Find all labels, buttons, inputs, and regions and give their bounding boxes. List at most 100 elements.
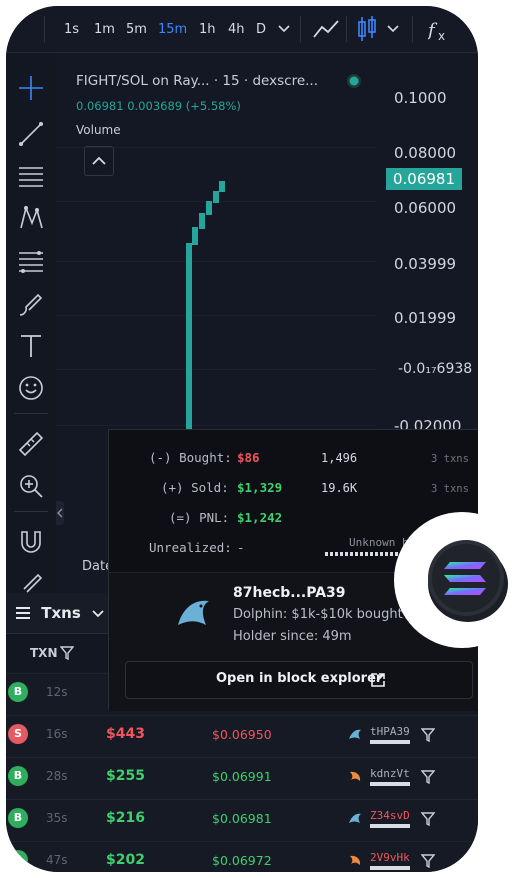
price-axis-label: 0.03999: [394, 255, 457, 273]
unrealized-value: -: [237, 540, 245, 555]
wallet-info: 87hecb...PA39 Dolphin: $1k-$10k bought o…: [109, 572, 478, 711]
toolbar-collapse-handle[interactable]: [56, 501, 64, 525]
svg-text:f: f: [428, 20, 438, 41]
date-axis-label: Date: [82, 559, 114, 574]
filter-icon[interactable]: [421, 854, 435, 868]
collapse-legend-button[interactable]: [84, 146, 114, 176]
magnet-icon[interactable]: [18, 529, 44, 555]
txn-price: $0.06950: [212, 727, 272, 742]
txn-age: 16s: [46, 727, 68, 741]
wallet-address[interactable]: 87hecb...PA39: [233, 585, 346, 601]
candle: [219, 181, 225, 192]
timeframe-1h[interactable]: 1h: [199, 22, 216, 37]
maker-address[interactable]: Z34svD: [370, 809, 410, 828]
line-chart-icon[interactable]: [312, 18, 340, 40]
wallet-tier: Dolphin: $1k-$10k bought or: [233, 607, 421, 622]
lock-drawing-icon[interactable]: [18, 567, 44, 593]
text-tool-icon[interactable]: [18, 333, 44, 359]
chart-symbol-title: FIGHT/SOL on Ray... · 15 · dexscre...: [76, 73, 319, 89]
maker-address[interactable]: kdnzVt: [370, 767, 410, 786]
filter-icon[interactable]: [60, 646, 74, 660]
grid-line: [56, 147, 376, 148]
unknown-balance-label: Unknown b: [349, 536, 409, 549]
divider: [44, 16, 45, 42]
grid-line: [56, 369, 376, 370]
crosshair-icon[interactable]: [18, 75, 44, 101]
txn-amount: $202: [106, 852, 145, 868]
price-axis-label: -0.0₁₇6938: [398, 361, 473, 377]
candle: [213, 191, 219, 203]
table-row[interactable]: B 28s $255 $0.06991 kdnzVt: [6, 757, 478, 800]
drawing-toolbar: [6, 53, 57, 593]
timeframe-1m[interactable]: 1m: [94, 22, 115, 37]
bought-label: (-) Bought:: [149, 450, 232, 465]
timeframe-1d[interactable]: D: [256, 22, 267, 37]
txn-price: $0.06972: [212, 853, 272, 868]
txn-price: $0.06981: [212, 811, 272, 826]
divider: [14, 413, 48, 414]
filter-icon[interactable]: [421, 812, 435, 826]
bought-quantity: 1,496: [321, 451, 358, 465]
pnl-label: (=) PNL:: [169, 510, 230, 525]
txn-age: 35s: [46, 811, 68, 825]
sold-quantity: 19.6K: [321, 481, 358, 495]
sold-label: (+) Sold:: [161, 480, 229, 495]
txn-age: 12s: [46, 685, 68, 699]
maker-address[interactable]: 2V9vHk: [370, 851, 410, 870]
horizontal-lines-icon[interactable]: [18, 163, 44, 189]
candlestick-icon[interactable]: [356, 16, 378, 42]
ruler-icon[interactable]: [18, 431, 44, 457]
table-row[interactable]: B 35s $216 $0.06981 Z34svD: [6, 799, 478, 842]
txn-price: $0.06991: [212, 769, 272, 784]
trend-line-icon[interactable]: [18, 121, 44, 147]
buy-badge: B: [8, 682, 28, 702]
price-axis-label: 0.08000: [394, 144, 457, 162]
dolphin-icon: [349, 813, 361, 823]
chevron-down-icon[interactable]: [278, 25, 290, 33]
buy-badge: B: [8, 850, 28, 870]
candle: [192, 227, 198, 245]
txn-amount: $255: [106, 768, 145, 784]
grid-line: [56, 315, 376, 316]
chevron-up-icon: [92, 156, 106, 165]
filter-icon[interactable]: [421, 728, 435, 742]
timeframe-15m[interactable]: 15m: [158, 22, 188, 37]
txn-amount: $443: [106, 726, 145, 742]
emoji-icon[interactable]: [18, 375, 44, 401]
divider: [14, 511, 48, 512]
pattern-icon[interactable]: [18, 205, 44, 231]
zoom-in-icon[interactable]: [18, 473, 44, 499]
chevron-down-icon: [92, 609, 104, 617]
filter-icon[interactable]: [421, 770, 435, 784]
open-block-explorer-button[interactable]: Open in block explorer: [125, 661, 473, 699]
chevron-down-icon[interactable]: [387, 25, 399, 33]
candle: [206, 201, 212, 215]
txn-age: 28s: [46, 769, 68, 783]
timeframe-4h[interactable]: 4h: [228, 22, 245, 37]
unrealized-label: Unrealized:: [149, 540, 232, 555]
holder-since: Holder since: 49m: [233, 629, 352, 644]
ohlc-readout: 0.06981 0.003689 (+5.58%): [76, 99, 241, 113]
fib-retracement-icon[interactable]: [18, 249, 44, 275]
table-row[interactable]: S 16s $443 $0.06950 tHPA39: [6, 715, 478, 758]
maker-address[interactable]: tHPA39: [370, 725, 410, 744]
grid-line: [56, 261, 376, 262]
svg-text:x: x: [438, 29, 445, 42]
pnl-value: $1,242: [237, 510, 283, 525]
shrimp-icon: [350, 771, 361, 781]
txns-tab[interactable]: Txns: [16, 604, 104, 623]
price-axis-label: 0.1000: [394, 89, 447, 107]
open-block-explorer-label: Open in block explorer: [216, 671, 383, 686]
timeframe-5m[interactable]: 5m: [126, 22, 147, 37]
solana-logo-badge: [394, 512, 530, 648]
table-row[interactable]: B 47s $202 $0.06972 2V9vHk: [6, 841, 478, 872]
brush-icon[interactable]: [18, 291, 44, 317]
timeframe-1s[interactable]: 1s: [64, 22, 80, 37]
bought-txns: 3 txns: [431, 453, 469, 465]
candle: [186, 243, 192, 409]
buy-badge: B: [8, 766, 28, 786]
chevron-left-icon: [57, 508, 63, 518]
bought-value: $86: [237, 450, 260, 465]
